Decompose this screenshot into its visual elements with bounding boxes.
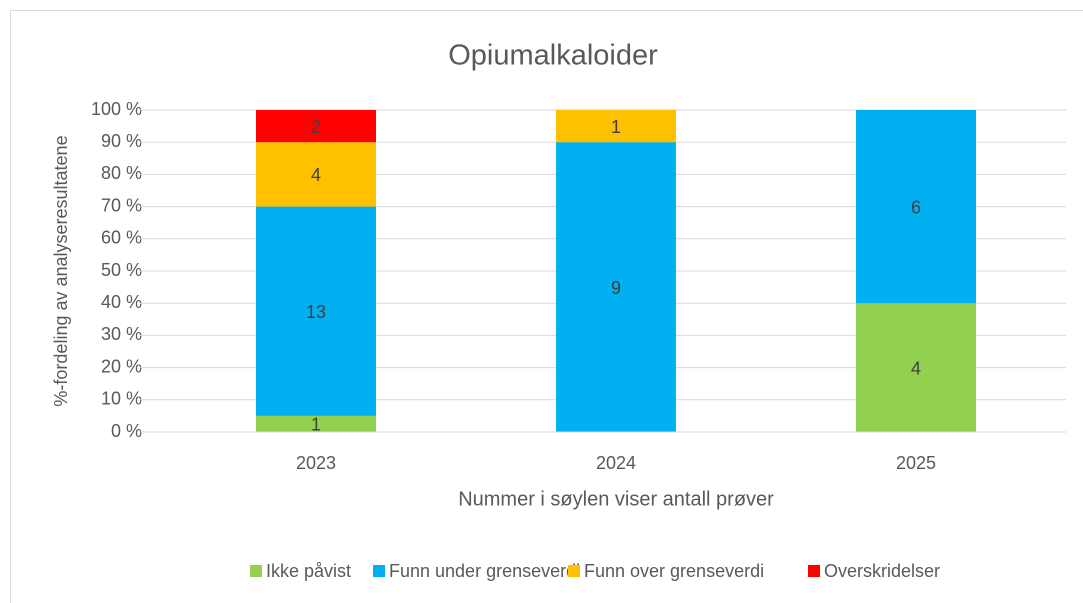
bar-segment (556, 110, 676, 143)
y-axis-label: %-fordeling av analyseresultatene (51, 135, 71, 406)
bar-segment (856, 110, 976, 304)
legend-swatch (568, 565, 580, 577)
data-label: 2 (311, 117, 321, 137)
data-label: 4 (311, 165, 321, 185)
y-tick-label: 90 % (101, 131, 142, 151)
bar-segment (256, 415, 376, 432)
y-tick-label: 0 % (111, 421, 142, 441)
chart-title: Opiumalkaloider (448, 40, 658, 72)
data-label: 13 (306, 302, 326, 322)
legend-swatch (373, 565, 385, 577)
bar-segment (256, 206, 376, 416)
legend-label: Funn over grenseverdi (584, 561, 764, 581)
x-tick-label: 2024 (596, 453, 636, 473)
bar-segment (256, 110, 376, 143)
y-tick-label: 100 % (91, 99, 142, 119)
bar-segment (256, 142, 376, 207)
y-tick-label: 60 % (101, 228, 142, 248)
y-tick-label: 10 % (101, 389, 142, 409)
legend-swatch (808, 565, 820, 577)
y-tick-label: 30 % (101, 324, 142, 344)
bar-segment (556, 142, 676, 432)
legend-label: Overskridelser (824, 561, 940, 581)
y-tick-label: 70 % (101, 195, 142, 215)
x-tick-label: 2023 (296, 453, 336, 473)
legend-swatch (250, 565, 262, 577)
data-label: 1 (311, 415, 321, 435)
x-tick-label: 2025 (896, 453, 936, 473)
data-label: 1 (611, 117, 621, 137)
y-tick-label: 20 % (101, 356, 142, 376)
x-axis-label: Nummer i søylen viser antall prøver (458, 488, 774, 510)
legend-label: Ikke påvist (266, 561, 351, 581)
y-tick-label: 40 % (101, 292, 142, 312)
y-tick-label: 80 % (101, 163, 142, 183)
data-label: 6 (911, 197, 921, 217)
y-tick-label: 50 % (101, 260, 142, 280)
data-label: 9 (611, 278, 621, 298)
bar-segment (856, 303, 976, 432)
data-label: 4 (911, 358, 921, 378)
legend-label: Funn under grenseverdi (389, 561, 580, 581)
